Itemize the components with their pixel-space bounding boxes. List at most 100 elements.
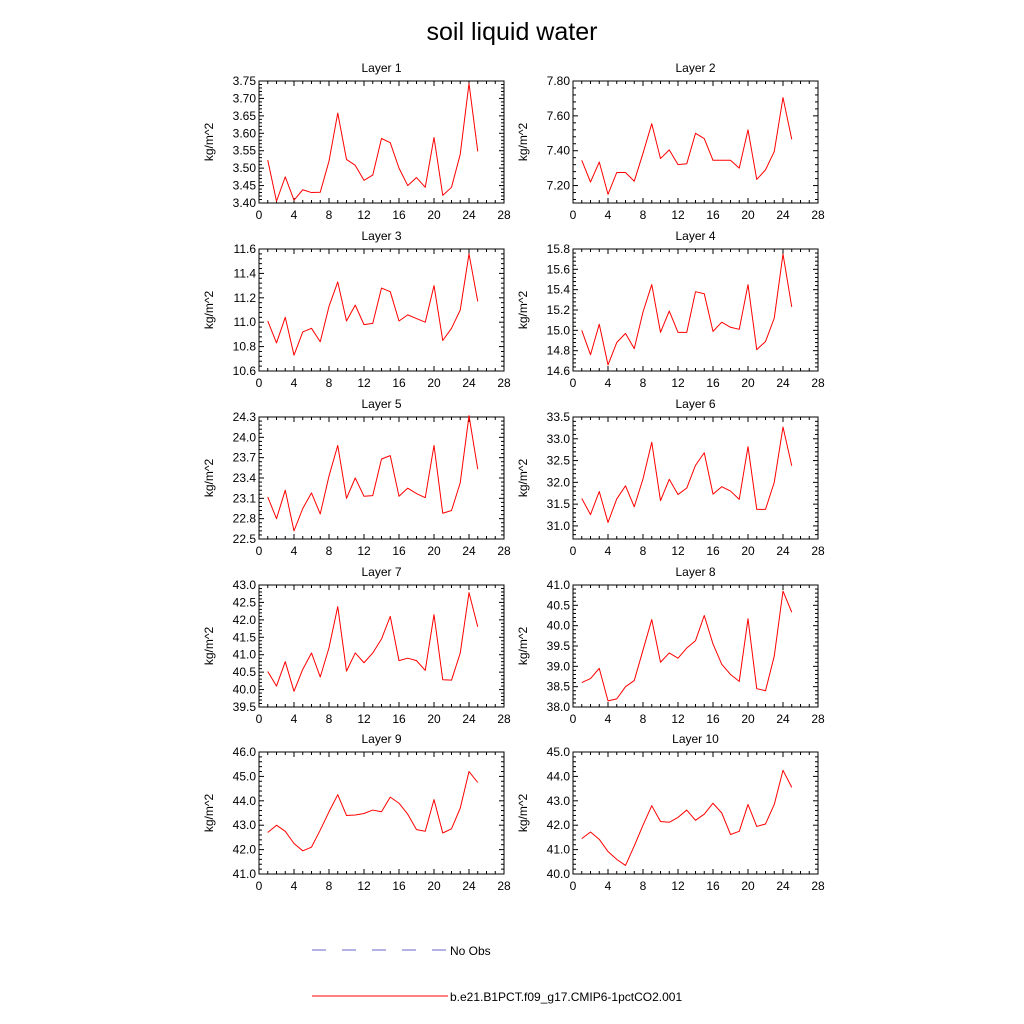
panel-layer-7: Layer 7 kg/m^2 0 4 8 12 16 20 24 28 39.5 40.0 40.5 41…: [202, 565, 511, 726]
y-tick-label: 46.0: [233, 745, 257, 759]
y-tick-label: 3.50: [233, 161, 257, 175]
x-tick-label: 20: [741, 879, 755, 893]
x-tick-label: 28: [811, 544, 825, 558]
x-tick-label: 24: [462, 208, 476, 222]
x-tick-label: 28: [497, 712, 511, 726]
y-tick-label: 38.0: [547, 700, 571, 714]
y-tick-label: 33.5: [547, 410, 571, 424]
x-tick-label: 24: [462, 376, 476, 390]
x-tick-label: 28: [497, 544, 511, 558]
y-axis-label: kg/m^2: [516, 123, 530, 162]
y-tick-label: 42.0: [233, 613, 257, 627]
x-tick-label: 20: [741, 544, 755, 558]
x-tick-label: 4: [605, 208, 612, 222]
y-tick-label: 15.6: [547, 262, 571, 276]
panel-layer-8: Layer 8 kg/m^2 0 4 8 12 16 20 24 28 38.0 38.5 39.0 39…: [516, 565, 825, 726]
x-tick-label: 20: [741, 208, 755, 222]
y-tick-label: 14.6: [547, 364, 571, 378]
x-tick-label: 8: [326, 208, 333, 222]
panel-title: Layer 2: [675, 61, 715, 75]
y-tick-label: 3.75: [233, 74, 257, 88]
y-tick-label: 15.4: [547, 283, 571, 297]
y-tick-label: 44.0: [233, 794, 257, 808]
y-tick-label: 32.5: [547, 454, 571, 468]
y-tick-label: 3.60: [233, 126, 257, 140]
x-tick-label: 28: [811, 879, 825, 893]
x-tick-label: 8: [640, 544, 647, 558]
x-tick-label: 24: [462, 544, 476, 558]
x-tick-label: 0: [570, 544, 577, 558]
x-tick-label: 0: [256, 879, 263, 893]
y-tick-label: 39.5: [233, 700, 257, 714]
x-tick-label: 12: [671, 376, 685, 390]
y-tick-label: 39.0: [547, 659, 571, 673]
y-tick-label: 42.0: [547, 818, 571, 832]
y-tick-label: 38.5: [547, 680, 571, 694]
x-tick-label: 12: [671, 712, 685, 726]
y-axis-label: kg/m^2: [516, 291, 530, 330]
y-tick-label: 15.0: [547, 323, 571, 337]
x-tick-label: 0: [256, 376, 263, 390]
legend-model-label: b.e21.B1PCT.f09_g17.CMIP6-1pctCO2.001: [450, 990, 682, 1004]
y-tick-label: 43.0: [233, 818, 257, 832]
x-tick-label: 8: [326, 544, 333, 558]
panel-title: Layer 7: [361, 565, 401, 579]
x-tick-label: 4: [291, 376, 298, 390]
y-tick-label: 23.4: [233, 471, 257, 485]
y-tick-label: 7.40: [547, 144, 571, 158]
y-tick-label: 11.4: [234, 266, 257, 280]
y-tick-label: 15.8: [547, 242, 571, 256]
x-tick-label: 0: [256, 544, 263, 558]
x-tick-label: 0: [570, 712, 577, 726]
y-axis-label: kg/m^2: [516, 459, 530, 498]
panel-title: Layer 6: [675, 397, 715, 411]
y-tick-label: 40.0: [547, 867, 571, 881]
x-tick-label: 4: [605, 712, 612, 726]
x-tick-label: 0: [256, 712, 263, 726]
x-tick-label: 28: [811, 376, 825, 390]
x-tick-label: 8: [326, 712, 333, 726]
x-tick-label: 16: [392, 879, 406, 893]
x-tick-label: 0: [256, 208, 263, 222]
x-tick-label: 4: [291, 544, 298, 558]
panel-layer-9: Layer 9 kg/m^2 0 4 8 12 16 20 24 28 41.0 42.0 43.0 44…: [202, 732, 511, 893]
x-tick-label: 8: [640, 712, 647, 726]
series-line-1: [267, 82, 479, 202]
x-tick-label: 12: [671, 208, 685, 222]
series-line-1: [581, 97, 793, 195]
y-tick-label: 41.0: [233, 648, 257, 662]
series-line-1: [267, 415, 479, 532]
x-tick-label: 20: [427, 712, 441, 726]
legend: No Obs b.e21.B1PCT.f09_g17.CMIP6-1pctCO2…: [312, 944, 682, 1004]
x-tick-label: 0: [570, 208, 577, 222]
x-tick-label: 20: [427, 879, 441, 893]
y-tick-label: 15.2: [547, 303, 571, 317]
panel-layer-5: Layer 5 kg/m^2 0 4 8 12 16 20 24 28 22.5 22.8 23.1 23…: [202, 397, 511, 558]
y-tick-label: 3.70: [233, 91, 257, 105]
y-axis-label: kg/m^2: [202, 627, 216, 666]
y-axis-label: kg/m^2: [202, 794, 216, 833]
x-tick-label: 12: [357, 544, 371, 558]
series-line-1: [267, 771, 479, 852]
y-tick-label: 32.0: [547, 475, 571, 489]
x-tick-label: 12: [357, 376, 371, 390]
x-tick-label: 20: [427, 544, 441, 558]
panel-layer-1: Layer 1 kg/m^2 0 4 8 12 16 20 24 28 3.40 3.45 3.50 3.…: [202, 61, 511, 222]
y-tick-label: 10.6: [233, 364, 257, 378]
y-tick-label: 40.5: [547, 598, 571, 612]
y-tick-label: 3.45: [233, 179, 257, 193]
y-tick-label: 41.0: [547, 578, 571, 592]
y-tick-label: 7.80: [547, 74, 571, 88]
panel-title: Layer 5: [361, 397, 401, 411]
y-axis-label: kg/m^2: [516, 627, 530, 666]
x-tick-label: 0: [570, 879, 577, 893]
x-tick-label: 16: [706, 712, 720, 726]
x-tick-label: 16: [392, 376, 406, 390]
x-tick-label: 28: [811, 208, 825, 222]
x-tick-label: 4: [605, 879, 612, 893]
x-tick-label: 12: [357, 712, 371, 726]
x-tick-label: 8: [640, 879, 647, 893]
x-tick-label: 24: [776, 376, 790, 390]
series-line-1: [267, 253, 479, 356]
